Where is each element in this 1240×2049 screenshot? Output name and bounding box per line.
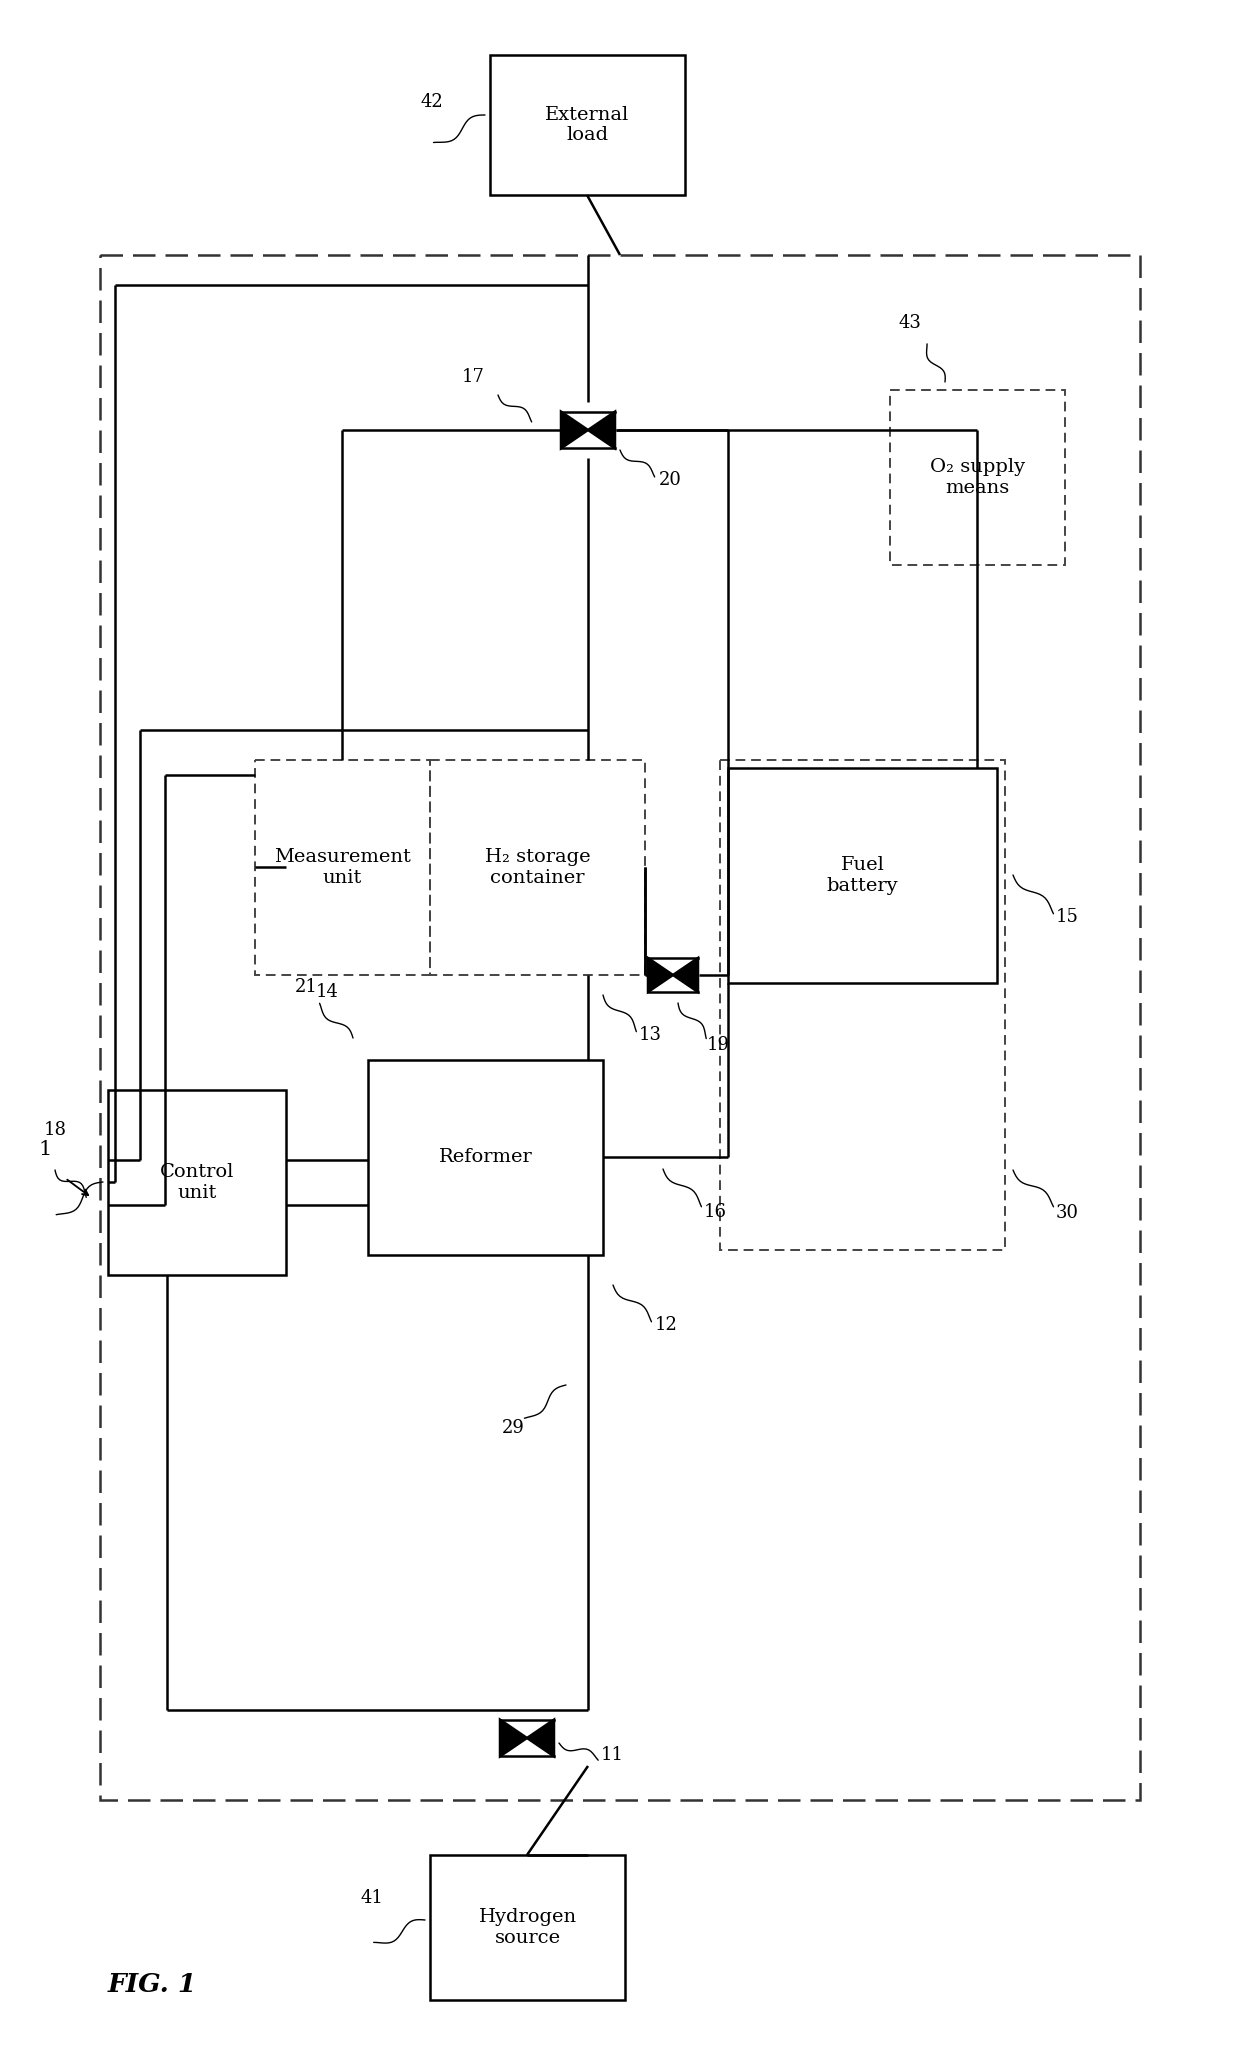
Bar — [890, 389, 1065, 566]
Text: 1: 1 — [38, 1139, 52, 1160]
Text: 41: 41 — [361, 1889, 383, 1908]
Text: FIG. 1: FIG. 1 — [108, 1973, 197, 1998]
Text: 42: 42 — [420, 92, 444, 111]
Text: 20: 20 — [658, 471, 682, 490]
Bar — [100, 254, 1140, 1799]
Polygon shape — [500, 1719, 527, 1756]
Text: 18: 18 — [43, 1121, 67, 1139]
Bar — [108, 1090, 286, 1274]
Polygon shape — [527, 1719, 554, 1756]
Text: 17: 17 — [461, 369, 485, 385]
Bar — [490, 55, 684, 195]
Text: 15: 15 — [1055, 908, 1079, 926]
Polygon shape — [673, 959, 698, 992]
Bar — [430, 760, 645, 975]
Text: Control
unit: Control unit — [160, 1164, 234, 1203]
Text: 29: 29 — [501, 1420, 525, 1436]
Text: 14: 14 — [315, 984, 339, 1002]
Polygon shape — [560, 412, 588, 449]
Text: Fuel
battery: Fuel battery — [827, 856, 898, 895]
Text: 11: 11 — [600, 1746, 624, 1764]
Text: 43: 43 — [899, 313, 921, 332]
Polygon shape — [588, 412, 615, 449]
Bar — [720, 760, 1004, 1250]
Polygon shape — [649, 959, 673, 992]
Text: 13: 13 — [639, 1027, 661, 1045]
Bar — [728, 768, 997, 984]
Text: 21: 21 — [295, 977, 317, 996]
Text: Hydrogen
source: Hydrogen source — [479, 1908, 577, 1947]
Text: 19: 19 — [707, 1037, 729, 1053]
Bar — [255, 760, 430, 975]
Bar — [368, 1059, 603, 1254]
Text: 12: 12 — [655, 1315, 677, 1334]
Text: Reformer: Reformer — [439, 1149, 532, 1166]
Text: O₂ supply
means: O₂ supply means — [930, 459, 1025, 498]
Text: H₂ storage
container: H₂ storage container — [485, 848, 590, 887]
Text: External
load: External load — [546, 107, 630, 143]
Text: 16: 16 — [703, 1203, 727, 1221]
Text: Measurement
unit: Measurement unit — [274, 848, 410, 887]
Bar — [430, 1854, 625, 2000]
Text: 30: 30 — [1055, 1205, 1079, 1221]
